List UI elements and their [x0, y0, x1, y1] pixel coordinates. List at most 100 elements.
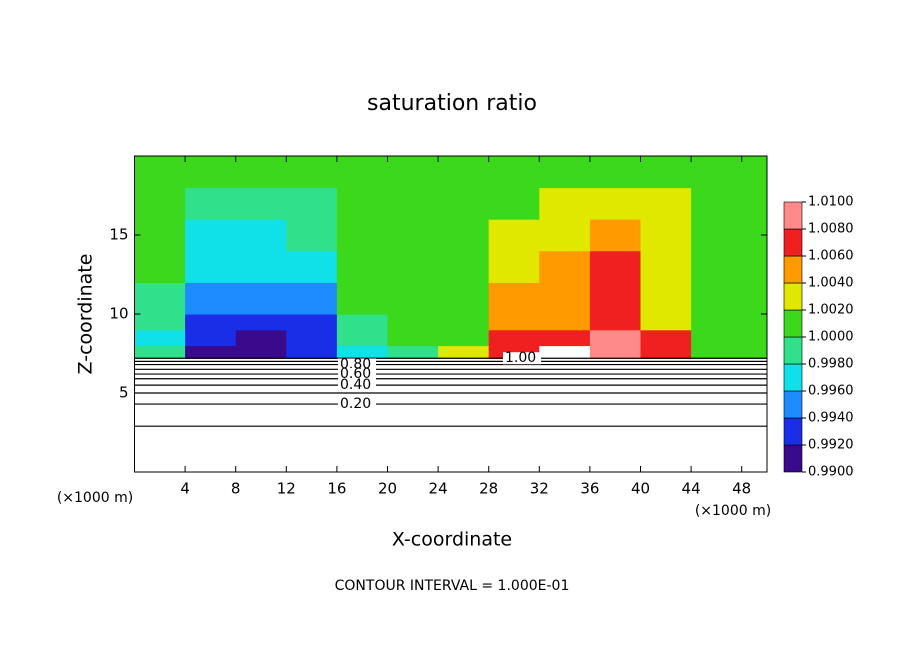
heat-cell — [387, 250, 439, 283]
heat-cell — [539, 314, 591, 331]
heat-cell — [438, 187, 490, 220]
x-tick-label: 44 — [682, 480, 701, 498]
heat-cell — [539, 345, 591, 359]
heat-cell — [488, 187, 540, 220]
x-tick-label: 28 — [479, 480, 498, 498]
heat-cell — [741, 156, 768, 189]
heat-cell — [387, 314, 439, 331]
heat-cell — [286, 250, 338, 283]
heat-cell — [185, 187, 237, 220]
heat-cell — [691, 345, 743, 359]
colorbar-swatch — [783, 201, 803, 230]
heat-cell — [185, 156, 237, 189]
colorbar-tick-label: 1.0080 — [808, 222, 854, 237]
heat-cell — [336, 250, 388, 283]
colorbar-tick-label: 0.9920 — [808, 438, 854, 453]
heat-cell — [640, 156, 692, 189]
heat-cell — [235, 187, 287, 220]
heat-cell — [185, 345, 237, 359]
x-tick-label: 36 — [580, 480, 599, 498]
heat-cell — [235, 329, 287, 347]
heat-cell — [235, 250, 287, 283]
heat-cell — [691, 250, 743, 283]
heat-cell — [336, 156, 388, 189]
heat-cell — [691, 329, 743, 347]
contour-label-bg — [338, 368, 376, 381]
heat-cell — [589, 187, 641, 220]
colorbar-swatch — [783, 255, 803, 284]
x-tick-label: 4 — [180, 480, 190, 498]
heat-cell — [286, 314, 338, 331]
heat-cell — [134, 345, 186, 359]
y-tick-label: 10 — [109, 305, 128, 323]
heat-cell — [286, 282, 338, 315]
heat-cell — [387, 329, 439, 347]
heat-cell — [539, 282, 591, 315]
heat-cell — [185, 250, 237, 283]
x-tick-label: 20 — [378, 480, 397, 498]
y-axis-label: Z-coordinate — [75, 254, 97, 375]
x-tick-label: 32 — [530, 480, 549, 498]
colorbar-swatch — [783, 417, 803, 446]
heat-cell — [438, 219, 490, 252]
heat-cell — [539, 156, 591, 189]
heat-cell — [741, 329, 768, 347]
heat-cell — [387, 156, 439, 189]
heat-cell — [235, 282, 287, 315]
heat-cell — [640, 314, 692, 331]
heat-cell — [741, 314, 768, 331]
heat-cell — [336, 282, 388, 315]
colorbar-swatch — [783, 228, 803, 257]
heat-cell — [286, 329, 338, 347]
heat-cell — [336, 219, 388, 252]
heat-cell — [185, 329, 237, 347]
heat-cell — [185, 219, 237, 252]
heat-cell — [488, 314, 540, 331]
colorbar-tick-label: 1.0020 — [808, 303, 854, 318]
heat-cell — [336, 329, 388, 347]
heat-cell — [286, 345, 338, 359]
heat-cell — [185, 314, 237, 331]
heat-cell — [134, 282, 186, 315]
heat-cell — [488, 219, 540, 252]
heat-cell — [235, 345, 287, 359]
heat-cell — [134, 219, 186, 252]
heat-cell — [691, 282, 743, 315]
x-tick-label: 12 — [277, 480, 296, 498]
contour-label-bg — [338, 358, 376, 371]
heat-cell — [488, 329, 540, 347]
heat-cell — [589, 345, 641, 359]
heat-cell — [387, 345, 439, 359]
colorbar-tick-label: 0.9940 — [808, 411, 854, 426]
contour-label: 0.60 — [340, 366, 371, 382]
heat-cell — [589, 250, 641, 283]
heat-cell — [387, 219, 439, 252]
x-tick-label: 16 — [327, 480, 346, 498]
colorbar-tick-label: 1.0100 — [808, 195, 854, 210]
heat-cell — [235, 219, 287, 252]
heat-cell — [438, 282, 490, 315]
y-tick-label: 5 — [119, 384, 129, 402]
heat-cell — [741, 345, 768, 359]
footer: CONTOUR INTERVAL = 1.000E-01 — [335, 578, 570, 594]
heat-cell — [336, 314, 388, 331]
colorbar-swatch — [783, 363, 803, 392]
heat-cell — [640, 250, 692, 283]
contour-label: 1.00 — [505, 350, 536, 366]
heat-cell — [134, 187, 186, 220]
heat-cell — [438, 250, 490, 283]
contour-label-bg — [338, 398, 376, 411]
colorbar-swatch — [783, 444, 803, 473]
heat-cell — [438, 314, 490, 331]
heat-cell — [691, 187, 743, 220]
heat-cell — [387, 282, 439, 315]
contour-label-bg — [338, 379, 376, 392]
x-tick-label: 48 — [732, 480, 751, 498]
y-tick-label: 15 — [109, 226, 128, 244]
colorbar-tick-label: 1.0040 — [808, 276, 854, 291]
heat-cell — [438, 345, 490, 359]
heat-cell — [640, 219, 692, 252]
heat-cell — [286, 156, 338, 189]
heat-cell — [286, 219, 338, 252]
